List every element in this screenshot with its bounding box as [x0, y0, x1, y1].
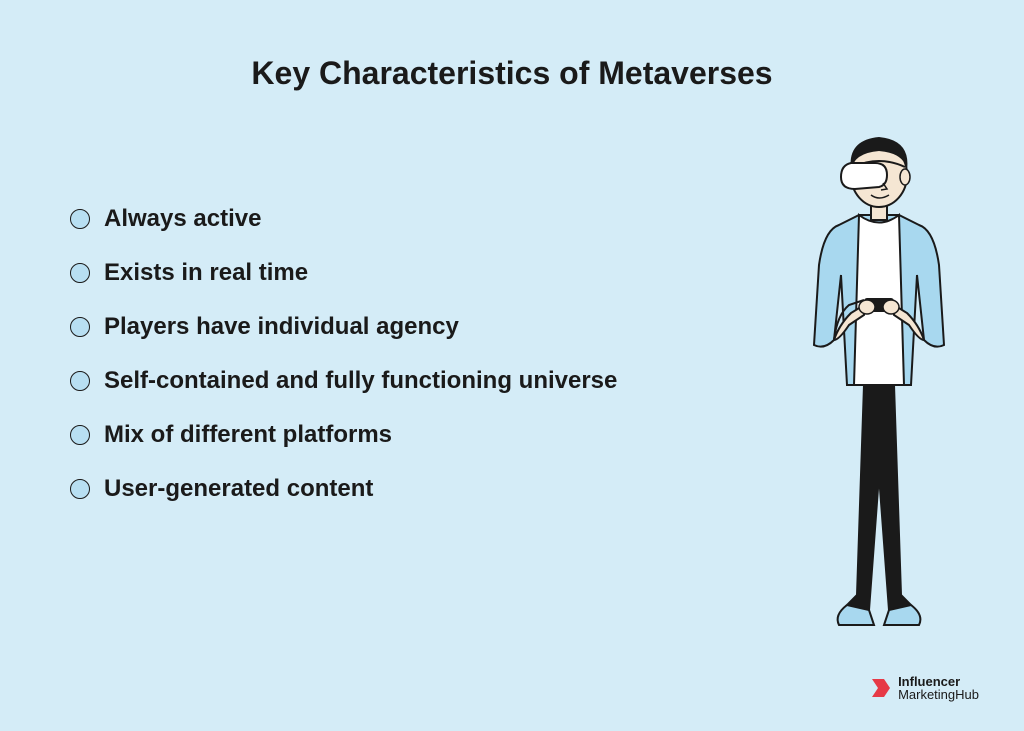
- characteristics-list: Always active Exists in real time Player…: [70, 205, 617, 503]
- logo-mark-icon: [870, 677, 892, 699]
- item-text: User-generated content: [104, 475, 373, 503]
- logo-text: Influencer MarketingHub: [898, 675, 979, 701]
- list-item: User-generated content: [70, 475, 617, 503]
- page-title: Key Characteristics of Metaverses: [0, 55, 1024, 92]
- brand-logo: Influencer MarketingHub: [870, 675, 979, 701]
- list-item: Players have individual agency: [70, 313, 617, 341]
- bullet-icon: [70, 425, 90, 445]
- item-text: Exists in real time: [104, 259, 308, 287]
- item-text: Players have individual agency: [104, 313, 459, 341]
- list-item: Self-contained and fully functioning uni…: [70, 367, 617, 395]
- bullet-icon: [70, 317, 90, 337]
- item-text: Always active: [104, 205, 261, 233]
- bullet-icon: [70, 263, 90, 283]
- bullet-icon: [70, 209, 90, 229]
- list-item: Always active: [70, 205, 617, 233]
- list-item: Exists in real time: [70, 259, 617, 287]
- item-text: Self-contained and fully functioning uni…: [104, 367, 617, 395]
- person-vr-illustration: [779, 115, 979, 645]
- logo-text-bottom: MarketingHub: [898, 688, 979, 701]
- item-text: Mix of different platforms: [104, 421, 392, 449]
- bullet-icon: [70, 479, 90, 499]
- list-item: Mix of different platforms: [70, 421, 617, 449]
- bullet-icon: [70, 371, 90, 391]
